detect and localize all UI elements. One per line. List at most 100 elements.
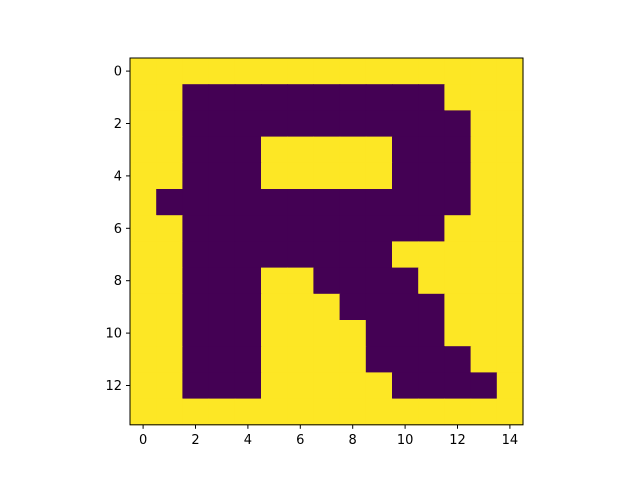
heatmap-cell (418, 320, 445, 347)
heatmap-cell (365, 346, 393, 373)
x-tick-label: 10 (397, 433, 414, 448)
heatmap-cell (234, 320, 262, 347)
heatmap-cell (234, 241, 262, 269)
heatmap-cell (392, 189, 419, 216)
heatmap-cell (339, 267, 367, 295)
heatmap-cell (339, 58, 367, 85)
heatmap-cell (313, 398, 341, 426)
heatmap-cell (339, 346, 367, 373)
heatmap-cell (156, 267, 183, 295)
heatmap-cell (418, 372, 445, 400)
heatmap-cell (365, 162, 393, 190)
heatmap-cell (130, 162, 157, 190)
heatmap-cell (261, 110, 288, 138)
y-axis: 0 2 4 6 8 10 12 (105, 65, 130, 394)
heatmap-cell (261, 215, 288, 242)
heatmap-cell (130, 398, 157, 426)
heatmap-cell (182, 267, 210, 295)
heatmap-cell (365, 189, 393, 216)
heatmap-cell (496, 398, 524, 426)
heatmap-cell (130, 189, 157, 216)
heatmap-cell (470, 346, 498, 373)
heatmap-cell (287, 241, 314, 269)
heatmap-cell (261, 136, 288, 164)
heatmap-cell (418, 346, 445, 373)
heatmap-cell (261, 267, 288, 295)
heatmap-cell (287, 136, 314, 164)
heatmap-cell (208, 372, 236, 400)
heatmap-cell (130, 58, 157, 85)
y-tick-label: 6 (114, 222, 122, 237)
heatmap-cell (261, 84, 288, 111)
heatmap-cell (234, 110, 262, 138)
heatmap-cell (261, 189, 288, 216)
heatmap-cell (444, 398, 472, 426)
heatmap-cell (365, 84, 393, 111)
heatmap-cell (130, 215, 157, 242)
heatmap-cell (208, 84, 236, 111)
heatmap-cell (234, 346, 262, 373)
heatmap-cell (365, 110, 393, 138)
heatmap-cell (339, 110, 367, 138)
heatmap-cell (418, 84, 445, 111)
heatmap-cell (208, 162, 236, 190)
heatmap-cell (156, 136, 183, 164)
heatmap-cell (496, 58, 524, 85)
heatmap-cell (496, 189, 524, 216)
heatmap-cell (261, 398, 288, 426)
heatmap-cell (365, 320, 393, 347)
heatmap-cell (261, 293, 288, 321)
heatmap-cell (156, 293, 183, 321)
heatmap-cell (156, 110, 183, 138)
heatmap-cell (208, 346, 236, 373)
heatmap-cell (470, 84, 498, 111)
heatmap-cell (496, 241, 524, 269)
heatmap-cell (287, 346, 314, 373)
heatmap-cell (470, 110, 498, 138)
heatmap-cell (365, 267, 393, 295)
heatmap-cell (208, 267, 236, 295)
heatmap-cell (392, 293, 419, 321)
heatmap-cell (496, 110, 524, 138)
heatmap-cell (444, 58, 472, 85)
heatmap-cell (234, 372, 262, 400)
heatmap-cell (156, 162, 183, 190)
heatmap-cell (496, 320, 524, 347)
heatmap-cell (418, 136, 445, 164)
x-tick-label: 4 (244, 433, 252, 448)
heatmap-cell (156, 241, 183, 269)
heatmap-cell (208, 398, 236, 426)
heatmap-cell (339, 215, 367, 242)
x-axis: 0 2 4 6 8 10 12 14 (139, 424, 518, 448)
heatmap-cell (234, 84, 262, 111)
heatmap-cell (156, 84, 183, 111)
heatmap-cell (234, 136, 262, 164)
heatmap-cell (444, 136, 472, 164)
heatmap-cell (287, 84, 314, 111)
heatmap-cell (261, 58, 288, 85)
heatmap-cell (392, 162, 419, 190)
heatmap-cell (261, 241, 288, 269)
heatmap-cell (182, 346, 210, 373)
heatmap-cell (182, 320, 210, 347)
heatmap-cell (444, 162, 472, 190)
heatmap-cell (392, 398, 419, 426)
heatmap-cell (392, 215, 419, 242)
heatmap-cell (156, 58, 183, 85)
x-tick-label: 6 (296, 433, 304, 448)
heatmap-cell (182, 398, 210, 426)
heatmap-cell (208, 58, 236, 85)
heatmap-cell (182, 58, 210, 85)
heatmap-cell (234, 58, 262, 85)
heatmap-cell (496, 136, 524, 164)
heatmap-cell (392, 241, 419, 269)
heatmap-cell (130, 293, 157, 321)
heatmap-cells (130, 58, 524, 426)
heatmap-cell (313, 84, 341, 111)
heatmap-cell (261, 372, 288, 400)
heatmap-cell (130, 241, 157, 269)
heatmap-cell (470, 189, 498, 216)
y-tick-label: 2 (114, 117, 122, 132)
axes-frame (129, 57, 524, 426)
